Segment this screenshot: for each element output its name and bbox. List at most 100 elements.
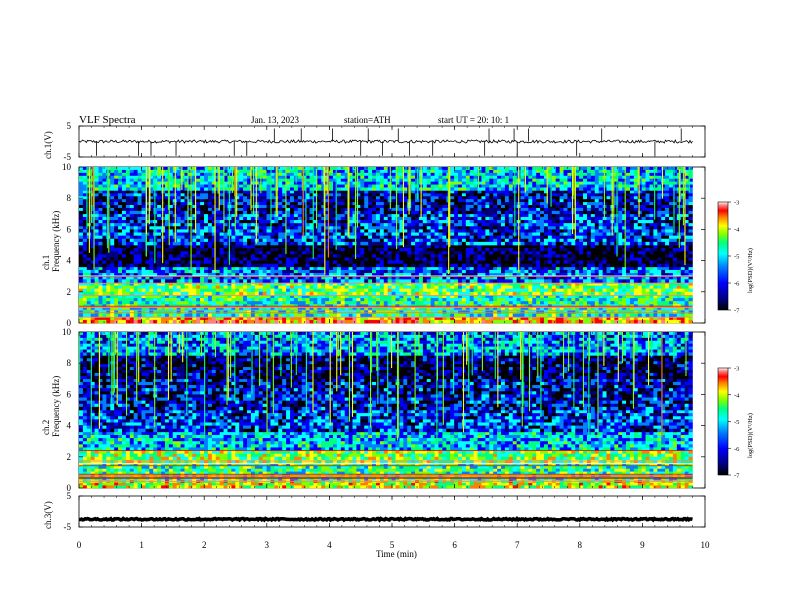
spec-cell bbox=[336, 223, 342, 227]
spec-cell bbox=[90, 319, 95, 324]
spec-cell bbox=[465, 307, 471, 311]
spec-cell bbox=[598, 298, 603, 302]
spec-cell bbox=[559, 298, 564, 302]
spec-cell bbox=[391, 216, 396, 221]
spec-cell bbox=[504, 307, 510, 311]
spec-cell bbox=[336, 298, 342, 302]
spec-cell bbox=[82, 313, 88, 318]
spec-cell bbox=[501, 298, 506, 302]
spec-cell bbox=[239, 263, 244, 268]
spec-cell bbox=[407, 254, 412, 258]
spec-cell bbox=[540, 279, 545, 283]
spec-cell bbox=[211, 313, 217, 318]
spec-cell bbox=[649, 310, 654, 314]
spec-cell bbox=[348, 269, 353, 274]
spec-cell bbox=[543, 288, 549, 293]
spec-cell bbox=[129, 213, 135, 218]
spec-cell bbox=[633, 319, 639, 324]
spec-cell bbox=[633, 298, 639, 302]
spec-cell bbox=[653, 319, 658, 324]
spec-cell bbox=[145, 248, 150, 252]
spec-cell bbox=[106, 288, 111, 293]
spec-cell bbox=[684, 254, 689, 258]
spec-cell bbox=[79, 266, 84, 271]
spec-cell bbox=[422, 232, 428, 236]
spec-cell bbox=[274, 279, 279, 283]
spec-cell bbox=[458, 257, 463, 261]
spec-cell bbox=[383, 257, 388, 261]
spec-cell bbox=[497, 301, 502, 305]
spec-cell bbox=[161, 288, 166, 293]
spec-cell bbox=[372, 276, 377, 280]
spec-cell bbox=[176, 226, 181, 230]
spec-cell bbox=[477, 279, 482, 283]
spec-cell bbox=[610, 248, 615, 252]
spec-cell bbox=[379, 291, 385, 296]
spec-cell bbox=[336, 232, 342, 236]
spec-cell bbox=[387, 288, 392, 293]
spec-cell bbox=[454, 313, 459, 318]
spec-cell bbox=[637, 257, 642, 261]
spec-cell bbox=[497, 263, 502, 268]
spec-cell bbox=[184, 319, 189, 324]
spec-cell bbox=[633, 294, 639, 299]
spec-cell bbox=[434, 273, 439, 277]
spec-cell bbox=[465, 313, 471, 318]
spec-cell bbox=[583, 310, 588, 314]
spec-cell bbox=[329, 238, 334, 243]
spec-cell bbox=[176, 269, 181, 274]
ch1-spectrogram-image bbox=[79, 167, 693, 324]
spec-cell bbox=[293, 282, 299, 286]
spec-cell bbox=[188, 298, 193, 302]
spec-cell bbox=[258, 263, 263, 268]
spec-cell bbox=[278, 279, 283, 283]
spec-cell bbox=[161, 310, 166, 314]
spec-cell bbox=[282, 223, 287, 227]
spec-cell bbox=[254, 310, 260, 314]
spec-cell bbox=[321, 266, 326, 271]
spec-cell bbox=[297, 319, 303, 324]
spec-cell bbox=[563, 310, 568, 314]
spec-cell bbox=[661, 282, 666, 286]
spec-cell bbox=[266, 285, 271, 289]
spec-cell bbox=[340, 313, 346, 318]
spec-cell bbox=[274, 263, 279, 268]
spec-cell bbox=[360, 313, 365, 318]
spec-cell bbox=[520, 263, 525, 268]
spec-cell bbox=[368, 282, 373, 286]
spec-cell bbox=[293, 279, 299, 283]
spec-cell bbox=[262, 276, 267, 280]
spec-cell bbox=[610, 316, 615, 321]
spec-cell bbox=[86, 298, 92, 302]
spec-cell bbox=[571, 266, 576, 271]
spec-cell bbox=[282, 241, 287, 246]
spec-cell bbox=[325, 260, 330, 265]
spec-cell bbox=[332, 223, 338, 227]
spec-cell bbox=[200, 220, 205, 224]
spec-cell bbox=[297, 276, 303, 280]
spec-cell bbox=[332, 248, 338, 252]
spec-cell bbox=[340, 235, 346, 240]
spec-cell bbox=[192, 220, 197, 224]
spec-cell bbox=[211, 269, 217, 274]
spec-cell bbox=[567, 310, 572, 314]
spec-cell bbox=[383, 226, 388, 230]
spec-cell bbox=[282, 238, 287, 243]
spec-cell bbox=[540, 313, 545, 318]
spec-cell bbox=[450, 254, 455, 258]
spec-cell bbox=[661, 260, 666, 265]
spec-cell bbox=[114, 216, 119, 221]
spec-cell bbox=[278, 254, 283, 258]
spec-cell bbox=[340, 251, 346, 255]
spec-cell bbox=[94, 298, 99, 302]
spec-cell bbox=[579, 276, 584, 280]
spec-cell bbox=[207, 276, 213, 280]
spec-cell bbox=[157, 291, 162, 296]
spec-cell bbox=[204, 235, 209, 240]
spec-cell bbox=[528, 301, 533, 305]
spec-cell bbox=[645, 310, 650, 314]
spec-cell bbox=[375, 276, 381, 280]
spec-cell bbox=[403, 294, 408, 299]
spec-cell bbox=[665, 254, 670, 258]
spec-cell bbox=[352, 276, 357, 280]
